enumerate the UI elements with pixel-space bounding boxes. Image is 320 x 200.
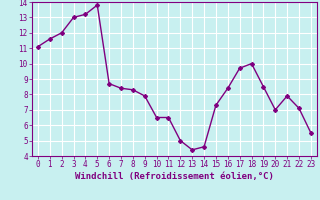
X-axis label: Windchill (Refroidissement éolien,°C): Windchill (Refroidissement éolien,°C) [75, 172, 274, 181]
